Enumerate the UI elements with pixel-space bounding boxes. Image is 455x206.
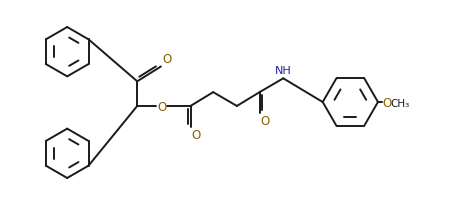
Text: CH₃: CH₃: [390, 98, 409, 109]
Text: O: O: [260, 114, 269, 127]
Text: NH: NH: [274, 66, 291, 76]
Text: O: O: [191, 128, 200, 141]
Text: O: O: [157, 101, 166, 114]
Text: O: O: [162, 52, 171, 65]
Text: O: O: [381, 96, 390, 109]
